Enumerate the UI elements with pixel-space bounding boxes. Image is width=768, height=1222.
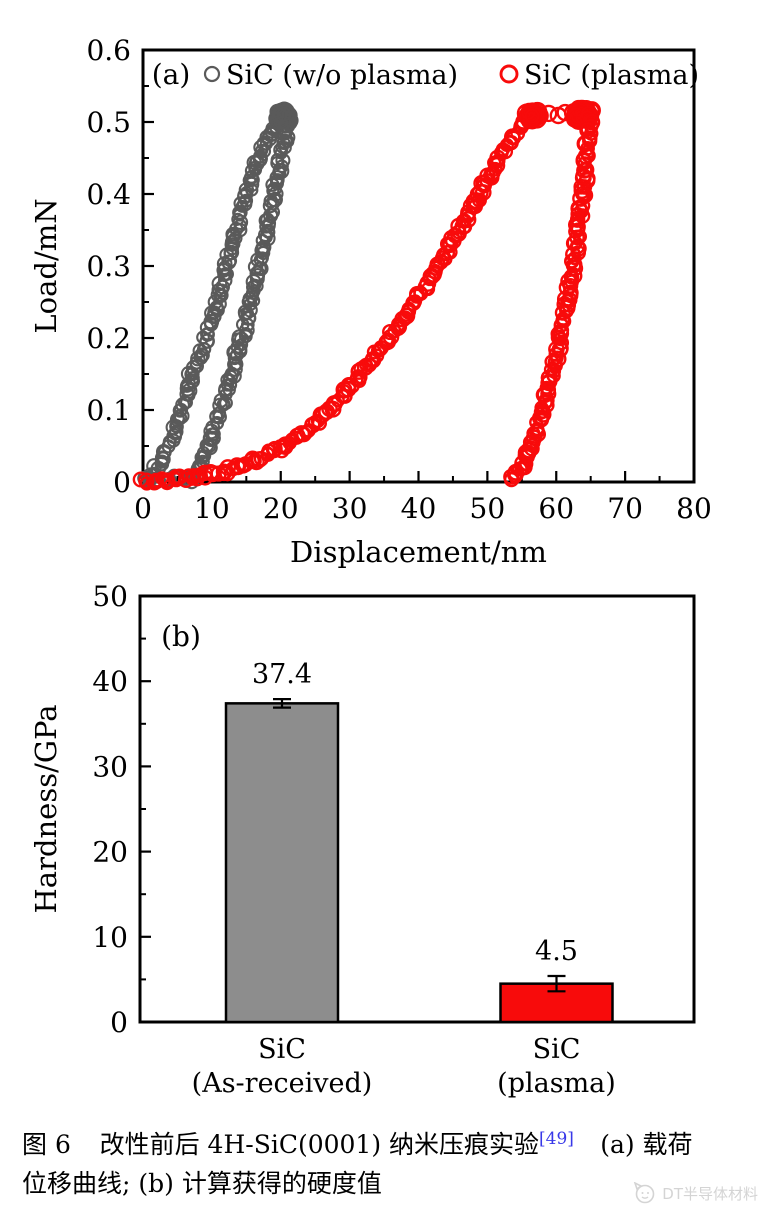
caption-number: 图 6	[22, 1130, 71, 1159]
y-tick-label: 50	[92, 580, 128, 613]
data-point	[576, 187, 594, 204]
data-point	[247, 294, 261, 308]
x-tick-label: 70	[607, 492, 643, 525]
data-point	[574, 169, 592, 187]
bar-value-label: 4.5	[535, 936, 578, 967]
caption-suffix-line2: 位移曲线; (b) 计算获得的硬度值	[22, 1168, 382, 1198]
data-point	[262, 198, 278, 214]
panel-label-a: (a)	[152, 58, 191, 91]
data-point	[522, 103, 541, 122]
data-point	[275, 140, 289, 154]
y-tick-label: 0.6	[86, 34, 131, 67]
data-point	[556, 296, 573, 313]
data-point	[228, 457, 246, 474]
data-point	[257, 144, 272, 158]
data-point	[579, 110, 596, 127]
data-point	[582, 131, 598, 147]
data-point	[226, 237, 241, 251]
x-tick-label: 50	[470, 492, 506, 525]
load-displacement-chart: 0 10 20 30 40 50 60 70 80 0 0.1 0.2 0.3 0.4 0.5 0.6 Disp…	[29, 34, 712, 569]
category-label-line1: SiC	[258, 1034, 306, 1065]
x-tick-label: 80	[676, 492, 712, 525]
figure-caption: 图 6 改性前后 4H-SiC(0001) 纳米压痕实验[49] (a) 载荷 位移…	[22, 1126, 752, 1204]
data-point	[244, 450, 261, 468]
y-tick-label: 0.4	[86, 178, 131, 211]
hardness-bar-chart: 01020304050Hardness/GPa(b)37.4SiC(As-rec…	[29, 580, 696, 1099]
y-axis-title: Load/mN	[29, 198, 63, 333]
y-tick-label: 0.1	[86, 394, 131, 427]
bar-value-label: 37.4	[252, 659, 312, 690]
legend-marker-plasma	[499, 64, 519, 84]
data-point	[173, 408, 190, 424]
data-point	[583, 113, 601, 131]
x-tick-label: 10	[194, 492, 230, 525]
watermark-text: DT半导体材料	[662, 1184, 758, 1203]
y-tick-label: 40	[92, 665, 128, 698]
y-tick-label: 0.5	[86, 106, 131, 139]
x-tick-label: 20	[263, 492, 299, 525]
data-point	[487, 161, 503, 177]
legend-label-plasma: SiC (plasma)	[524, 60, 699, 91]
data-point	[540, 104, 558, 123]
data-point	[230, 347, 244, 362]
data-point	[567, 251, 582, 266]
data-point	[521, 105, 536, 121]
citation-ref[interactable]: [49]	[539, 1128, 574, 1149]
x-tick-label: 40	[401, 492, 437, 525]
data-point	[271, 107, 288, 124]
series-sic-wo-plasma	[137, 101, 299, 490]
cat-logo-icon	[634, 1182, 655, 1204]
x-tick-label: 0	[134, 492, 152, 525]
data-point	[268, 186, 284, 202]
y-tick-label: 0	[110, 1006, 128, 1039]
data-point	[219, 459, 237, 476]
series-sic-plasma	[132, 99, 601, 491]
data-point	[223, 244, 240, 261]
data-point	[168, 472, 184, 488]
legend-label-wo-plasma: SiC (w/o plasma)	[226, 60, 458, 91]
bar-rect	[224, 702, 340, 1024]
data-point	[139, 476, 154, 491]
category-label-line1: SiC	[533, 1034, 581, 1065]
y-tick-label: 10	[92, 921, 128, 954]
data-point	[503, 471, 520, 488]
data-point	[544, 354, 560, 370]
y-tick-label: 0	[113, 466, 131, 499]
bar-sic-plasma: 4.5 SiC(plasma)	[497, 936, 616, 1099]
plot-frame	[138, 594, 696, 1024]
category-label-line2: (plasma)	[497, 1068, 616, 1099]
legend-marker-wo-plasma	[203, 65, 221, 83]
caption-suffix-line1: (a) 载荷	[600, 1130, 693, 1159]
nanoindentation-figure: 0 10 20 30 40 50 60 70 80 0 0.1 0.2 0.3 0.4 0.5 0.6 Disp…	[29, 34, 712, 1099]
data-point	[567, 260, 584, 277]
data-point	[227, 350, 242, 366]
y-tick-label: 0.3	[86, 250, 131, 283]
y-tick-label: 20	[92, 836, 128, 869]
bar-sic-as-received: 37.4 SiC(As-received)	[192, 659, 373, 1099]
panel-label-b: (b)	[161, 620, 201, 653]
data-point	[244, 169, 259, 184]
y-tick-label: 0.2	[86, 322, 131, 355]
y-axis-title: Hardness/GPa	[29, 704, 63, 913]
x-axis-title: Displacement/nm	[290, 535, 547, 569]
category-label-line2: (As-received)	[192, 1068, 373, 1099]
y-tick-label: 30	[92, 750, 128, 783]
x-tick-label: 60	[538, 492, 574, 525]
watermark: DT半导体材料	[633, 1182, 758, 1204]
data-point	[524, 108, 540, 124]
caption-body: 改性前后 4H-SiC(0001) 纳米压痕实验	[99, 1130, 540, 1159]
x-tick-label: 30	[332, 492, 368, 525]
